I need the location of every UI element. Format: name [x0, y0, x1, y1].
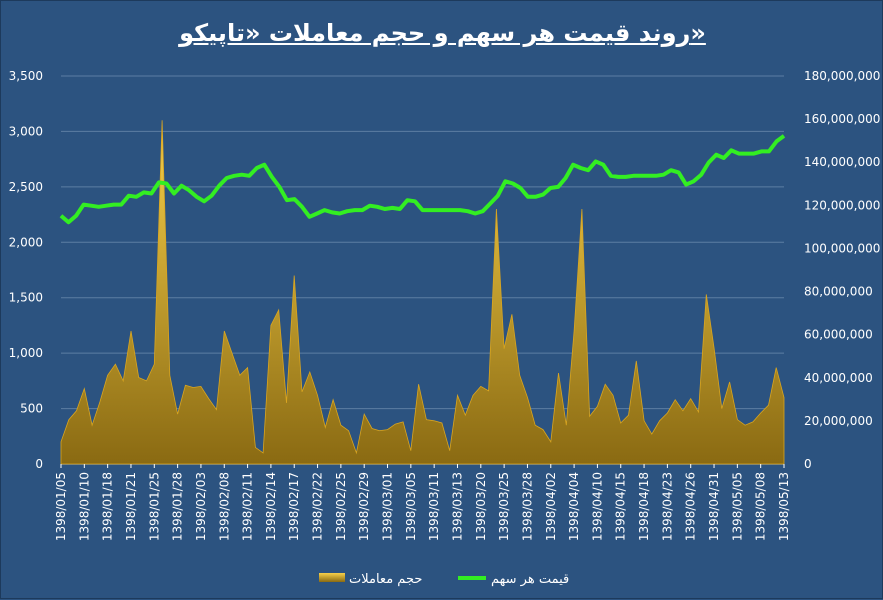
x-tick-label: 1398/02/17 — [287, 472, 301, 541]
x-tick-label: 1398/01/05 — [54, 472, 68, 541]
x-tick-label: 1398/04/31 — [707, 472, 721, 541]
left-tick-label: 1,000 — [9, 346, 43, 360]
right-tick-label: 180,000,000 — [804, 69, 880, 83]
left-axis-ticks: 0 500 1,000 1,500 2,000 2,500 3,000 3,500 — [9, 69, 43, 471]
x-axis-ticks: 1398/01/05 1398/01/10 1398/01/18 1398/01/21… — [54, 464, 791, 541]
left-tick-label: 3,000 — [9, 124, 43, 138]
left-tick-label: 500 — [20, 402, 43, 416]
right-tick-label: 120,000,000 — [804, 198, 880, 212]
left-tick-label: 1,500 — [9, 291, 43, 305]
legend-price-label: قیمت هر سهم — [491, 572, 569, 587]
right-tick-label: 80,000,000 — [804, 285, 873, 299]
x-tick-label: 1398/01/28 — [171, 472, 185, 541]
volume-area — [60, 120, 785, 465]
right-tick-label: 0 — [804, 457, 812, 471]
x-tick-label: 1398/05/08 — [754, 472, 768, 541]
price-line-layer — [59, 134, 786, 225]
x-tick-label: 1398/04/10 — [590, 472, 604, 541]
right-tick-label: 60,000,000 — [804, 328, 873, 342]
x-tick-label: 1398/02/08 — [217, 472, 231, 541]
x-tick-label: 1398/05/05 — [730, 472, 744, 541]
chart-title-box: روند قیمت هر سهم و حجم معاملات «تاپیکو» — [1, 19, 883, 47]
x-tick-label: 1398/02/11 — [241, 472, 255, 541]
x-tick-label: 1398/01/10 — [77, 472, 91, 541]
x-tick-label: 1398/02/29 — [357, 472, 371, 541]
left-tick-label: 2,500 — [9, 180, 43, 194]
x-tick-label: 1398/04/02 — [544, 472, 558, 541]
x-tick-label: 1398/04/18 — [637, 472, 651, 541]
right-tick-label: 160,000,000 — [804, 112, 880, 126]
left-tick-label: 2,000 — [9, 235, 43, 249]
x-tick-label: 1398/03/11 — [427, 472, 441, 541]
x-tick-label: 1398/01/18 — [101, 472, 115, 541]
volume-area-layer — [60, 120, 785, 465]
x-tick-label: 1398/03/05 — [404, 472, 418, 541]
right-tick-label: 140,000,000 — [804, 155, 880, 169]
x-tick-label: 1398/04/26 — [684, 472, 698, 541]
x-tick-label: 1398/03/20 — [474, 472, 488, 541]
x-tick-label: 1398/03/01 — [381, 472, 395, 541]
x-tick-label: 1398/01/25 — [147, 472, 161, 541]
legend: حجم معاملات قیمت هر سهم — [319, 572, 569, 587]
legend-volume-swatch — [319, 573, 345, 582]
x-tick-label: 1398/01/21 — [124, 472, 138, 541]
x-tick-label: 1398/03/28 — [520, 472, 534, 541]
x-tick-label: 1398/03/13 — [450, 472, 464, 541]
x-tick-label: 1398/02/03 — [194, 472, 208, 541]
x-tick-label: 1398/05/13 — [777, 472, 791, 541]
right-tick-label: 100,000,000 — [804, 241, 880, 255]
legend-volume-label: حجم معاملات — [349, 572, 422, 587]
left-tick-label: 3,500 — [9, 69, 43, 83]
x-tick-label: 1398/02/25 — [334, 472, 348, 541]
x-tick-label: 1398/04/15 — [614, 472, 628, 541]
x-tick-label: 1398/04/23 — [660, 472, 674, 541]
x-tick-label: 1398/02/14 — [264, 472, 278, 541]
x-tick-label: 1398/03/25 — [497, 472, 511, 541]
x-tick-label: 1398/04/04 — [567, 472, 581, 541]
right-tick-label: 40,000,000 — [804, 371, 873, 385]
chart-title: روند قیمت هر سهم و حجم معاملات «تاپیکو» — [179, 19, 706, 47]
price-line — [59, 134, 786, 225]
right-axis-ticks: 0 20,000,000 40,000,000 60,000,000 80,000,00… — [804, 69, 880, 471]
x-tick-label: 1398/02/22 — [311, 472, 325, 541]
left-tick-label: 0 — [35, 457, 43, 471]
right-tick-label: 20,000,000 — [804, 414, 873, 428]
